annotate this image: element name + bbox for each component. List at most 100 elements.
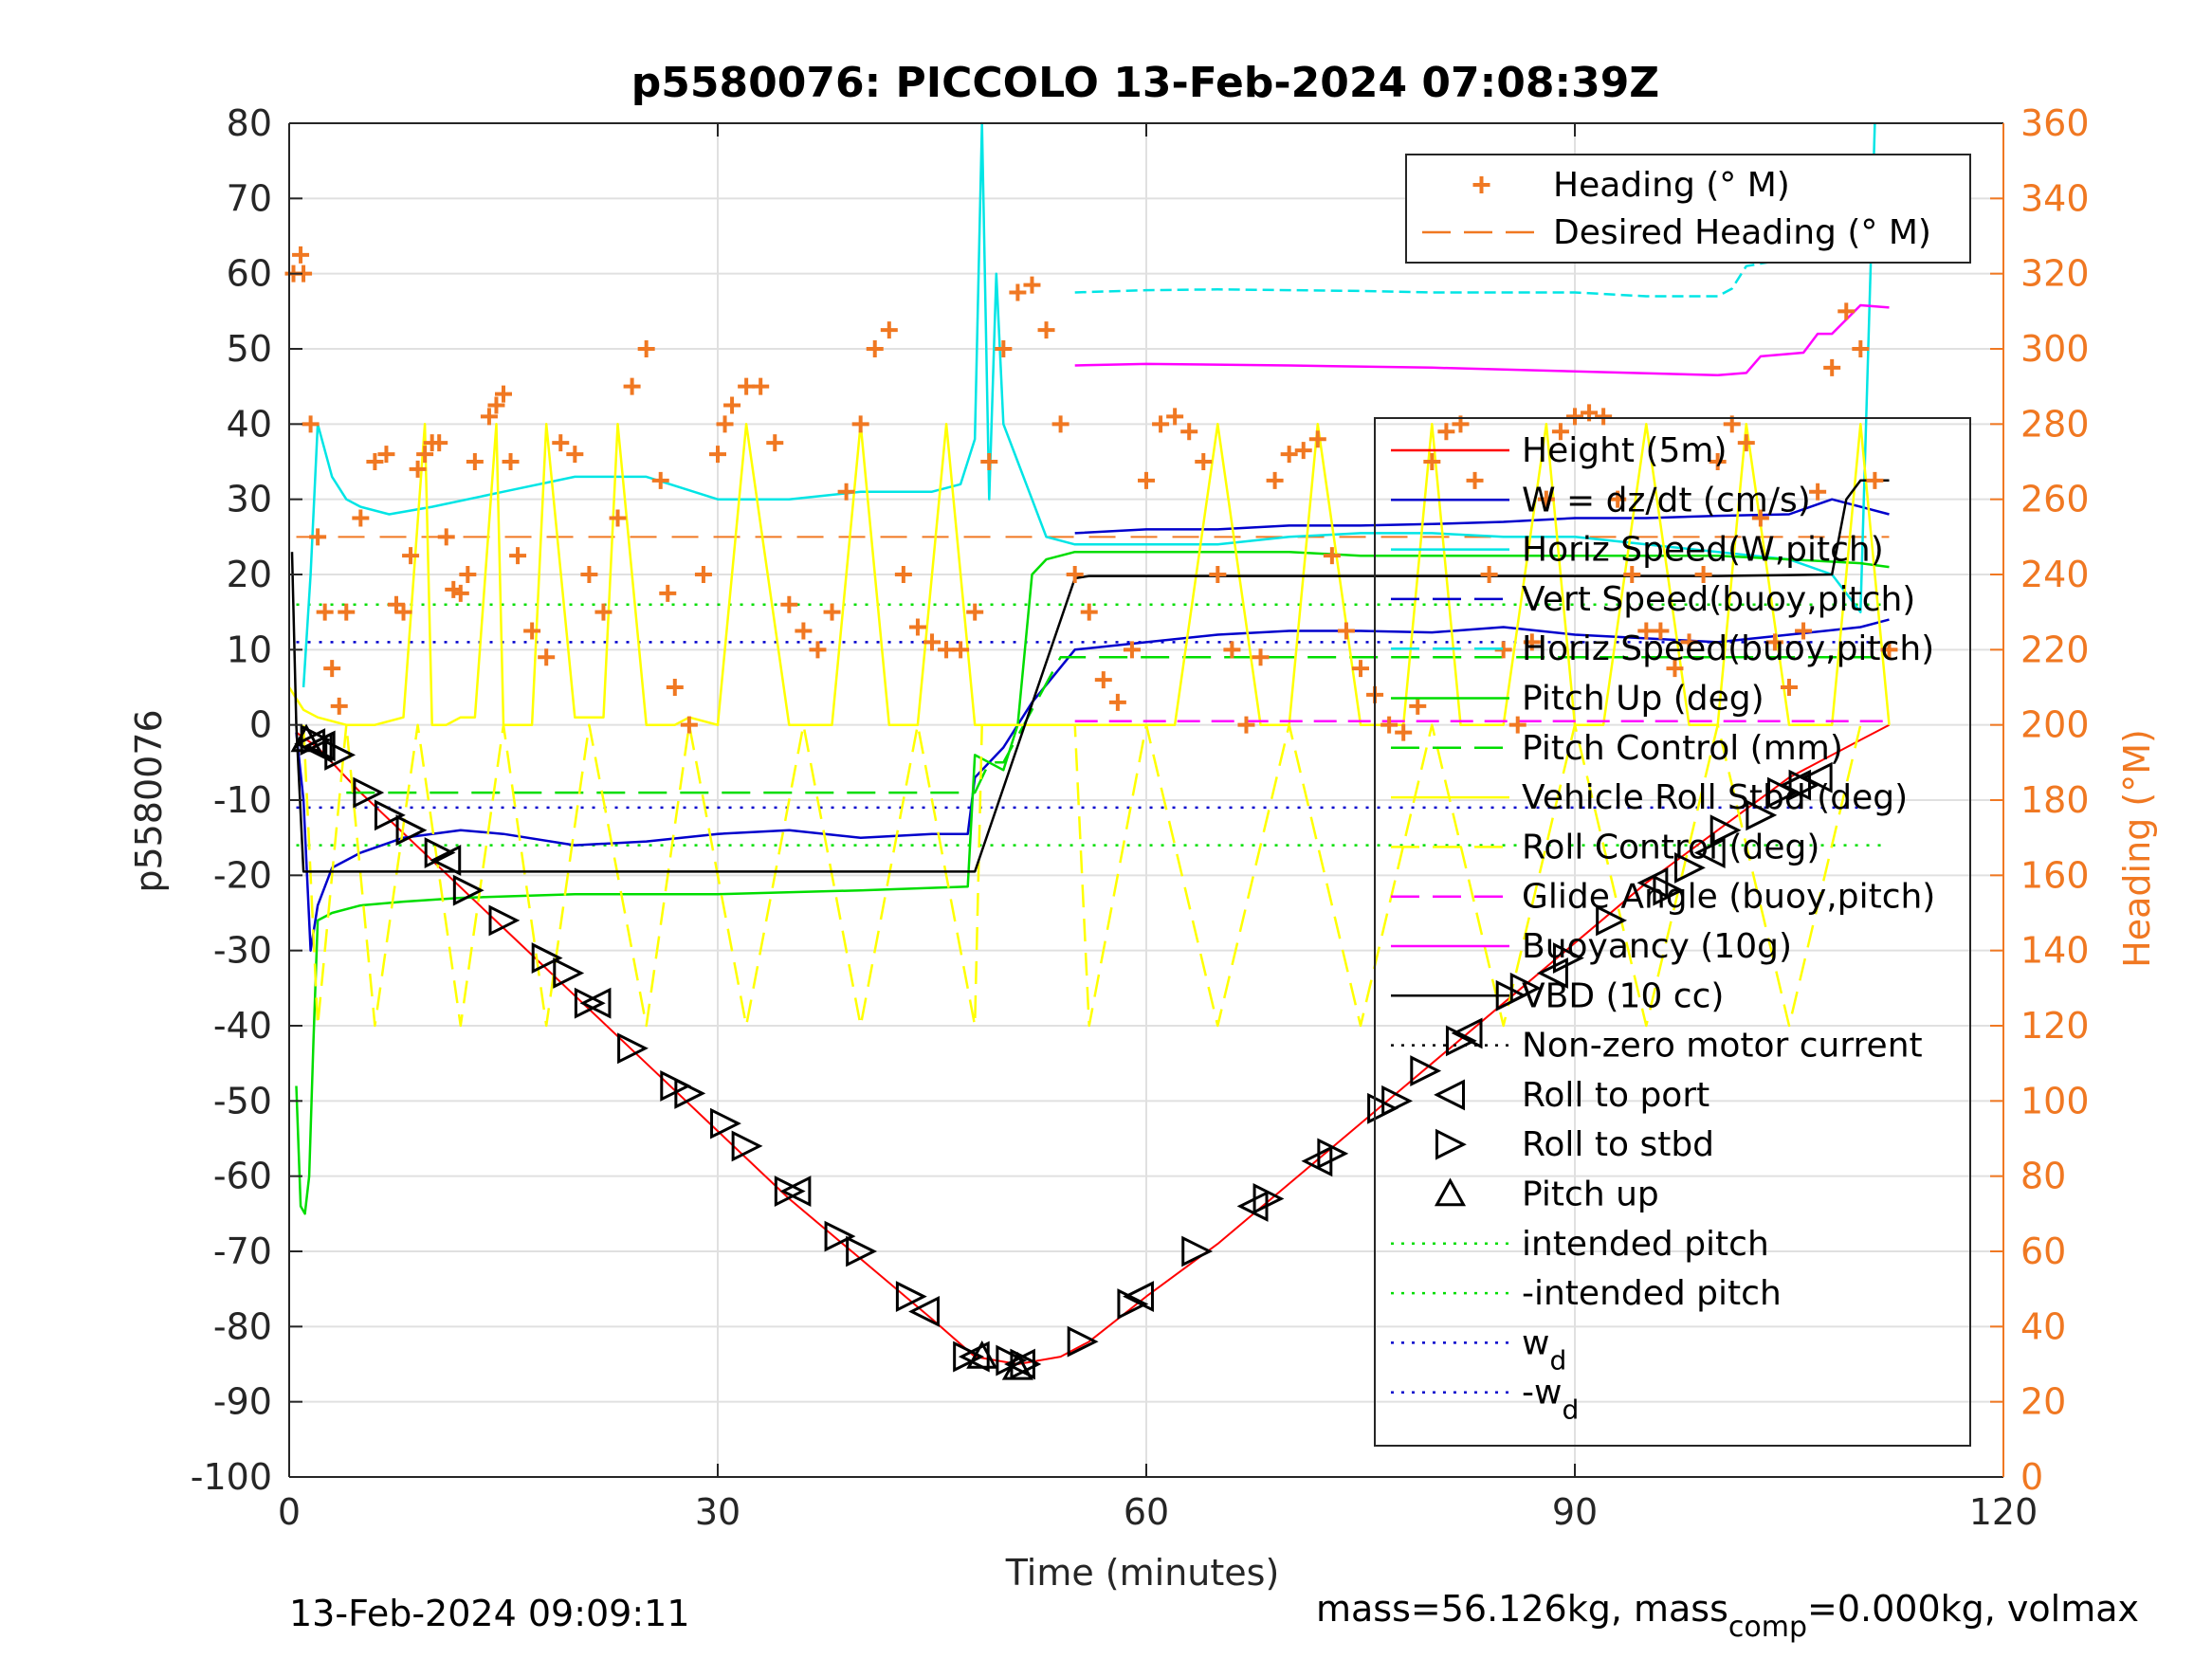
heading-point — [609, 509, 627, 527]
legend-plus-sample — [1472, 176, 1490, 193]
heading-point — [338, 603, 356, 621]
heading-point — [637, 340, 655, 357]
roll-to-stbd-marker — [674, 1077, 706, 1109]
roll-to-stbd-marker — [1746, 799, 1778, 831]
heading-point — [1652, 622, 1670, 640]
heading-point — [1123, 641, 1141, 659]
roll-to-stbd-marker — [452, 874, 484, 906]
legend-main-entry-text: Glide Angle (buoy,pitch) — [1522, 878, 1935, 917]
roll-to-stbd-marker — [1674, 851, 1706, 884]
heading-point — [594, 603, 612, 621]
grid — [288, 122, 2004, 1478]
y-right-tick-label: 300 — [2020, 328, 2090, 370]
heading-point — [1823, 358, 1841, 376]
y-tick-label: 80 — [227, 102, 272, 144]
legend-main-entry-text: -w — [1522, 1374, 1562, 1413]
heading-point — [480, 408, 498, 426]
heading-point — [866, 340, 884, 357]
roll-to-stbd-marker — [1317, 1138, 1349, 1170]
legend-main-entry-text: Horiz Speed(W,pitch) — [1522, 531, 1884, 570]
heading-point — [1866, 471, 1884, 489]
roll-to-stbd-marker — [1788, 769, 1820, 801]
roll-to-stbd-marker — [574, 987, 606, 1019]
heading-point — [459, 566, 477, 583]
x-tick-label: 0 — [278, 1491, 301, 1533]
legend-main-entry-text: Pitch up — [1522, 1176, 1659, 1214]
heading-point — [1051, 415, 1069, 433]
legend-main-entry: Roll to stbd — [1522, 1125, 1714, 1164]
legend-main-entry: Roll to port — [1522, 1076, 1709, 1115]
legend-main-entry-text: Horiz Speed(buoy,pitch) — [1522, 629, 1934, 668]
pitch-up-marker — [966, 1340, 998, 1369]
legend-main-entry: Vehicle Roll Stbd (deg) — [1522, 778, 1908, 817]
roll-to-stbd-marker — [553, 957, 585, 989]
heading-point — [394, 603, 412, 621]
heading-point — [377, 446, 395, 464]
heading-point — [1337, 622, 1355, 640]
heading-point — [1737, 434, 1755, 452]
legend-main-entry-text: -intended pitch — [1522, 1274, 1782, 1313]
heading-point — [323, 660, 341, 678]
roll-to-port-marker — [908, 1296, 940, 1327]
y-right-tick-label: 240 — [2020, 554, 2090, 595]
heading-point — [738, 377, 756, 395]
heading-point — [1166, 408, 1184, 426]
x-tick-label: 90 — [1552, 1491, 1598, 1533]
heading-point — [1837, 302, 1856, 320]
series-line-10 — [1074, 303, 1890, 377]
roll-to-stbd-marker — [710, 1107, 741, 1139]
legend-main-entry: Glide Angle (buoy,pitch) — [1522, 878, 1935, 917]
legend-main-entry: VBD (10 cc) — [1522, 976, 1724, 1015]
heading-point — [1466, 471, 1484, 489]
y-right-tick-label: 20 — [2020, 1381, 2066, 1423]
roll-to-port-marker — [579, 987, 612, 1019]
y-tick-label: -40 — [213, 1005, 272, 1047]
legend-heading: Heading (° M) Desired Heading (° M) — [1405, 154, 1971, 264]
y-right-tick-label: 340 — [2020, 177, 2090, 219]
legend-tri-up-sample — [1434, 1177, 1467, 1207]
heading-point — [466, 453, 484, 470]
heading-point — [1523, 633, 1541, 651]
y-right-tick-label: 60 — [2020, 1231, 2066, 1272]
roll-to-stbd-marker — [1653, 874, 1685, 906]
y-right-tick-label: 320 — [2020, 253, 2090, 295]
heading-point — [908, 618, 926, 636]
heading-point — [923, 633, 941, 651]
heading-point — [752, 377, 770, 395]
series-line-8 — [302, 723, 1862, 1028]
heading-point — [1395, 723, 1413, 741]
roll-to-stbd-marker — [531, 942, 563, 975]
heading-point — [1266, 471, 1284, 489]
heading-point — [623, 377, 641, 395]
roll-to-stbd-marker — [1445, 1025, 1477, 1057]
footer-timestamp: 13-Feb-2024 09:09:11 — [289, 1593, 690, 1634]
legend-main-entry-sub: d — [1549, 1344, 1566, 1376]
heading-point — [1666, 660, 1684, 678]
heading-point — [1380, 716, 1398, 734]
roll-to-stbd-marker — [353, 776, 385, 809]
heading-point — [1781, 679, 1798, 696]
y-tick-label: -90 — [213, 1381, 272, 1423]
roll-to-stbd-marker — [1117, 1288, 1149, 1320]
heading-point — [938, 641, 956, 659]
heading-point — [330, 697, 348, 715]
heading-point — [580, 566, 598, 583]
roll-to-stbd-marker — [1552, 942, 1584, 975]
legend-heading-entry: Desired Heading (° M) — [1553, 213, 1931, 252]
heading-point — [1223, 641, 1241, 659]
roll-to-port-marker — [779, 1176, 812, 1207]
legend-main-entry: Vert Speed(buoy,pitch) — [1522, 580, 1915, 619]
heading-point — [1609, 490, 1627, 508]
y-right-tick-label: 360 — [2020, 102, 2090, 144]
heading-point — [694, 566, 712, 583]
heading-point — [716, 415, 734, 433]
heading-point — [366, 453, 384, 470]
legend-main-entry: Pitch up — [1522, 1176, 1659, 1214]
legend-main-entry: W = dz/dt (cm/s) — [1522, 481, 1811, 520]
roll-to-stbd-marker — [824, 1220, 856, 1252]
legend-main-entry-text: Roll Control (deg) — [1522, 828, 1819, 866]
pitch-up-marker — [290, 723, 322, 753]
y-tick-label: -20 — [213, 854, 272, 896]
heading-point — [437, 528, 455, 546]
y-axis-label: p5580076 — [128, 709, 170, 892]
